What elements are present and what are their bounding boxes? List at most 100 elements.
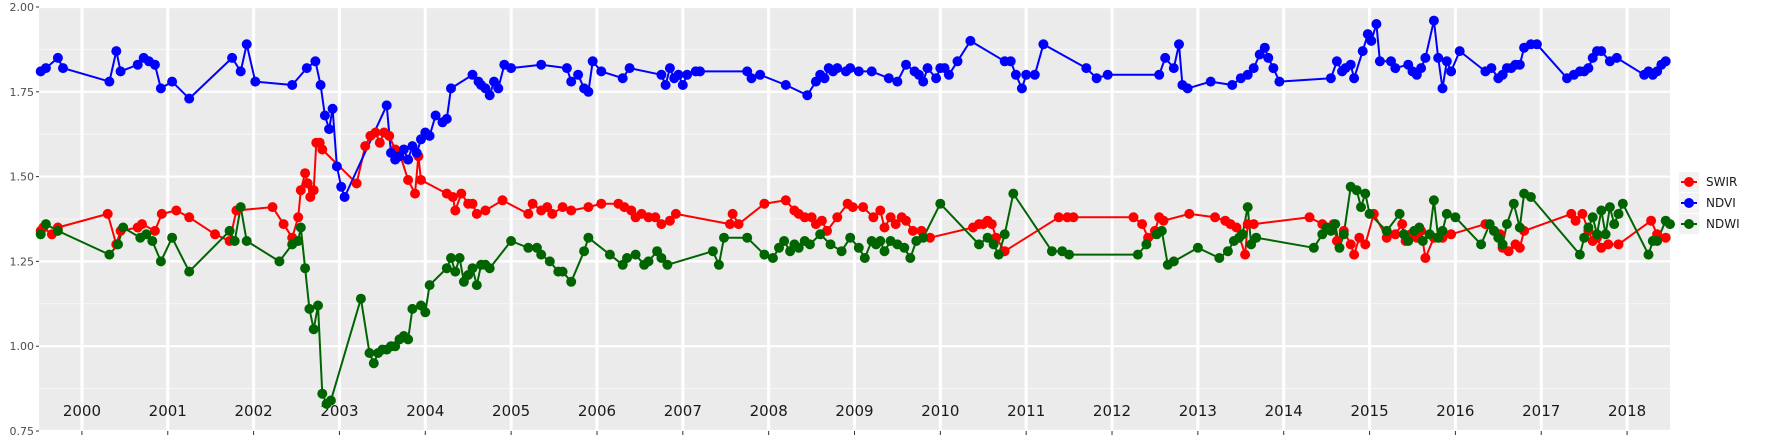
y-tick-label: 1.75 — [10, 86, 35, 99]
data-point-ndvi — [1433, 52, 1444, 63]
data-point-ndwi — [1441, 208, 1452, 219]
data-point-swir — [293, 212, 304, 223]
data-point-swir — [816, 215, 827, 226]
year-label: 2009 — [835, 402, 873, 420]
data-point-swir — [295, 185, 306, 196]
data-point-ndvi — [660, 80, 671, 90]
year-label: 2012 — [1093, 402, 1131, 420]
data-point-ndwi — [1141, 239, 1152, 250]
data-point-swir — [1240, 249, 1251, 260]
data-point-ndwi — [167, 232, 178, 243]
data-point-ndvi — [430, 110, 441, 121]
data-point-ndwi — [454, 253, 465, 263]
data-point-swir — [1390, 229, 1401, 240]
legend-label-ndwi: NDWI — [1706, 217, 1740, 231]
data-point-swir — [1231, 222, 1242, 233]
data-point-ndvi — [901, 59, 911, 70]
data-point-ndvi — [1021, 69, 1032, 80]
data-point-ndvi — [832, 63, 843, 74]
data-point-ndwi — [1604, 202, 1615, 213]
data-point-ndwi — [1514, 222, 1525, 233]
data-point-ndvi — [331, 161, 342, 172]
data-point-ndvi — [424, 130, 435, 141]
data-point-ndvi — [1227, 80, 1238, 90]
data-point-swir — [1446, 229, 1457, 240]
data-point-swir — [566, 205, 577, 216]
data-point-ndwi — [1476, 239, 1487, 250]
data-point-ndwi — [471, 280, 482, 291]
year-label: 2004 — [406, 402, 444, 420]
data-point-ndwi — [52, 225, 63, 236]
data-point-ndwi — [1424, 229, 1435, 240]
data-point-swir — [450, 205, 461, 216]
data-point-swir — [184, 212, 195, 223]
data-point-swir — [302, 178, 313, 189]
data-point-ndvi — [1081, 63, 1092, 74]
data-point-ndwi — [656, 253, 667, 263]
data-point-ndwi — [1652, 236, 1663, 246]
data-point-ndvi — [1374, 56, 1385, 67]
data-point-ndvi — [566, 76, 577, 87]
y-tick-label: 2.00 — [10, 1, 35, 14]
data-point-ndwi — [420, 307, 431, 318]
data-point-swir — [171, 205, 182, 216]
data-point-ndwi — [523, 242, 534, 253]
data-point-ndvi — [1168, 63, 1179, 74]
year-label: 2016 — [1436, 402, 1474, 420]
data-point-ndvi — [596, 66, 607, 77]
data-point-swir — [1577, 208, 1588, 219]
data-point-ndvi — [819, 73, 830, 84]
data-point-swir — [1603, 239, 1614, 250]
data-point-ndwi — [300, 263, 311, 274]
data-point-ndwi — [1381, 225, 1392, 236]
data-point-swir — [780, 195, 791, 206]
data-point-swir — [650, 212, 661, 223]
data-point-ndwi — [1008, 188, 1019, 199]
data-point-ndvi — [1371, 19, 1382, 29]
data-point-ndwi — [1064, 249, 1075, 260]
data-point-swir — [1613, 239, 1624, 250]
data-point-ndvi — [1596, 46, 1607, 57]
data-point-ndwi — [1525, 192, 1536, 202]
year-label: 2001 — [149, 402, 187, 420]
data-point-ndvi — [561, 63, 572, 74]
data-point-ndwi — [364, 348, 375, 358]
data-point-ndvi — [1154, 69, 1165, 80]
data-point-ndvi — [677, 80, 688, 90]
data-point-ndwi — [918, 232, 929, 243]
data-point-ndvi — [1016, 83, 1027, 94]
data-point-ndwi — [293, 236, 304, 246]
data-point-swir — [542, 202, 553, 213]
data-point-ndvi — [1446, 66, 1457, 77]
legend: SWIR NDVI NDWI — [1679, 172, 1740, 234]
year-label: 2006 — [578, 402, 616, 420]
data-point-swir — [725, 219, 735, 230]
data-point-ndwi — [1403, 236, 1414, 246]
data-point-ndwi — [1168, 256, 1179, 267]
series-layer — [35, 15, 1675, 409]
y-tick-label: 1.25 — [10, 255, 35, 268]
data-point-ndwi — [1046, 246, 1057, 257]
data-point-swir — [1184, 208, 1195, 219]
data-point-ndwi — [859, 253, 870, 263]
data-point-ndwi — [988, 239, 999, 250]
data-point-ndwi — [1617, 198, 1628, 209]
data-point-swir — [410, 188, 420, 199]
data-point-ndwi — [118, 222, 129, 233]
data-point-swir — [1068, 212, 1079, 223]
data-point-ndvi — [287, 80, 298, 90]
data-point-ndvi — [1254, 49, 1265, 60]
data-point-ndvi — [922, 63, 933, 74]
year-label: 2014 — [1265, 402, 1303, 420]
data-point-ndwi — [325, 395, 336, 406]
data-point-swir — [137, 219, 147, 230]
data-point-ndwi — [583, 232, 594, 243]
data-point-ndvi — [845, 63, 856, 74]
data-point-swir — [1128, 212, 1139, 223]
data-point-ndvi — [1416, 63, 1427, 74]
data-point-ndwi — [441, 263, 452, 274]
data-point-ndvi — [943, 69, 954, 80]
data-point-ndvi — [411, 147, 422, 158]
year-label: 2017 — [1522, 402, 1560, 420]
data-point-ndwi — [304, 303, 315, 314]
